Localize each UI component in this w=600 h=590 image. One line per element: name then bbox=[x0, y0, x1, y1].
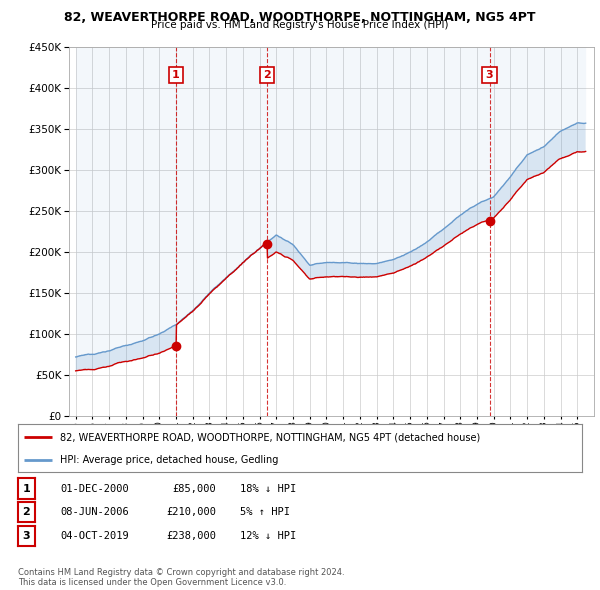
Text: Price paid vs. HM Land Registry's House Price Index (HPI): Price paid vs. HM Land Registry's House … bbox=[151, 20, 449, 30]
Text: 2: 2 bbox=[263, 70, 271, 80]
Text: 08-JUN-2006: 08-JUN-2006 bbox=[60, 507, 129, 517]
Text: 18% ↓ HPI: 18% ↓ HPI bbox=[240, 484, 296, 493]
Text: 82, WEAVERTHORPE ROAD, WOODTHORPE, NOTTINGHAM, NG5 4PT (detached house): 82, WEAVERTHORPE ROAD, WOODTHORPE, NOTTI… bbox=[60, 432, 481, 442]
Text: £210,000: £210,000 bbox=[166, 507, 216, 517]
Text: 1: 1 bbox=[23, 484, 30, 493]
Text: 82, WEAVERTHORPE ROAD, WOODTHORPE, NOTTINGHAM, NG5 4PT: 82, WEAVERTHORPE ROAD, WOODTHORPE, NOTTI… bbox=[64, 11, 536, 24]
Text: 2: 2 bbox=[23, 507, 30, 517]
Text: £85,000: £85,000 bbox=[172, 484, 216, 493]
Text: 01-DEC-2000: 01-DEC-2000 bbox=[60, 484, 129, 493]
Text: HPI: Average price, detached house, Gedling: HPI: Average price, detached house, Gedl… bbox=[60, 455, 278, 465]
Text: 12% ↓ HPI: 12% ↓ HPI bbox=[240, 531, 296, 540]
Text: 1: 1 bbox=[172, 70, 180, 80]
Text: 5% ↑ HPI: 5% ↑ HPI bbox=[240, 507, 290, 517]
Text: 3: 3 bbox=[485, 70, 493, 80]
Text: Contains HM Land Registry data © Crown copyright and database right 2024.
This d: Contains HM Land Registry data © Crown c… bbox=[18, 568, 344, 587]
Text: £238,000: £238,000 bbox=[166, 531, 216, 540]
Text: 3: 3 bbox=[23, 531, 30, 540]
Text: 04-OCT-2019: 04-OCT-2019 bbox=[60, 531, 129, 540]
